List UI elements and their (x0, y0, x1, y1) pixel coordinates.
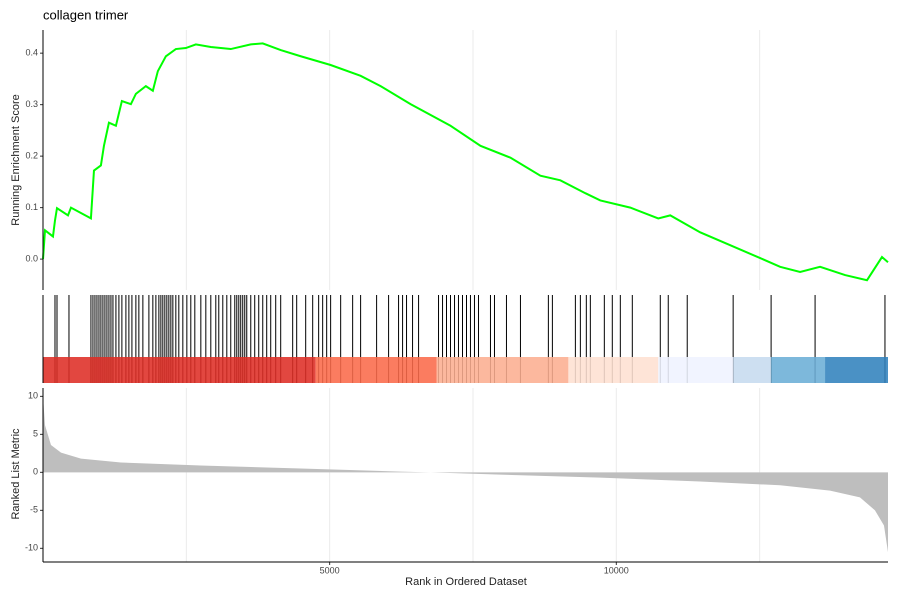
x-tick-label: 10000 (604, 565, 629, 575)
rank-band (771, 357, 826, 383)
rank-band (568, 357, 659, 383)
rank-band (825, 357, 888, 383)
y-tick-label: 0.4 (25, 48, 38, 58)
rank-band (315, 357, 437, 383)
y-tick-label: -5 (30, 505, 38, 515)
y-axis-label: Ranked List Metric (10, 428, 22, 520)
x-tick-label: 5000 (320, 565, 340, 575)
y-tick-label: 0.2 (25, 151, 38, 161)
y-tick-label: -10 (25, 543, 38, 553)
enrichment-line (42, 42, 889, 282)
y-tick-label: 5 (33, 429, 38, 439)
rank-band (43, 357, 316, 383)
y-tick-label: 10 (28, 391, 38, 401)
y-tick-label: 0.1 (25, 202, 38, 212)
y-tick-label: 0.3 (25, 99, 38, 109)
y-axis-label: Running Enrichment Score (10, 94, 22, 225)
rank-band (436, 357, 569, 383)
rank-band (733, 357, 772, 383)
x-axis-label: Rank in Ordered Dataset (405, 576, 527, 588)
metric-area (43, 396, 888, 553)
chart-title: collagen trimer (43, 7, 129, 22)
y-tick-label: 0 (33, 467, 38, 477)
y-tick-label: 0.0 (25, 253, 38, 263)
rank-band (658, 357, 734, 383)
